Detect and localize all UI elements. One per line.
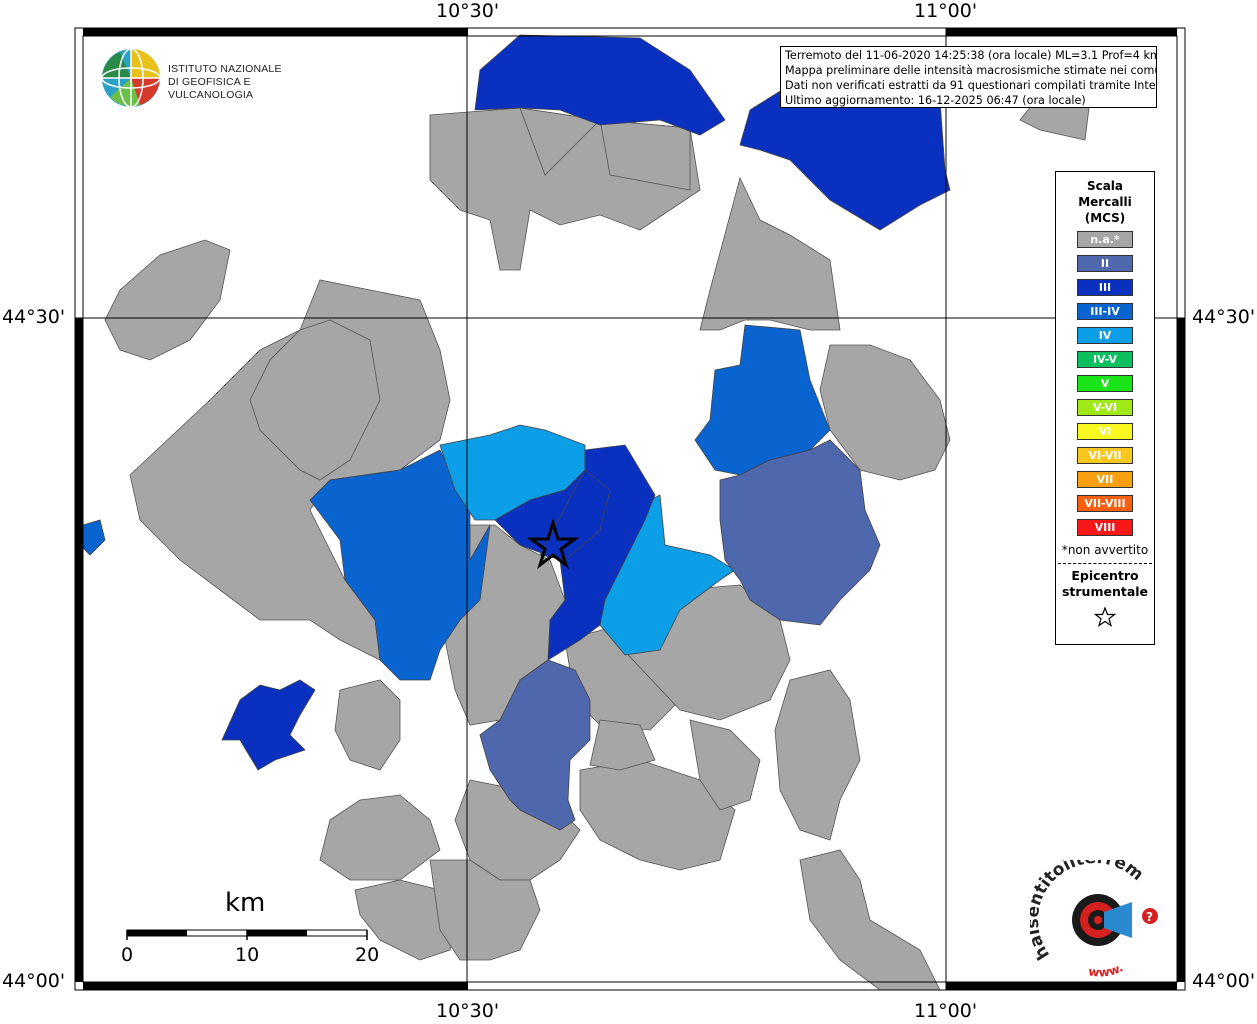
legend-epicenter-label: Epicentro strumentale (1061, 568, 1149, 599)
globe-icon (101, 48, 161, 108)
scale-tick-20: 20 (355, 944, 380, 966)
legend-note: *non avvertito (1061, 543, 1149, 557)
info-line3: Dati non verificati estratti da 91 quest… (785, 79, 1157, 92)
legend-item: IV (1077, 327, 1133, 344)
legend-item: II (1077, 255, 1133, 272)
legend-item: III (1077, 279, 1133, 296)
lat-label-left-bottom: 44°00' (2, 970, 66, 992)
svg-text:www.: www. (1088, 960, 1126, 979)
legend-item: VI (1077, 423, 1133, 440)
info-line2: Mappa preliminare delle intensità macros… (785, 64, 1157, 77)
hsit-logo: haisentitoilterremoto.it www. ? (1023, 845, 1170, 990)
legend-list: n.a.* II III III-IV IV IV-V V V-VI VI VI-VII VII VI… (1056, 231, 1154, 536)
municipalities-intensity-III (221, 34, 951, 771)
target-icon (1072, 894, 1132, 946)
legend-item: V (1077, 375, 1133, 392)
star-icon (1093, 606, 1117, 627)
brand-www: www. (1088, 960, 1126, 979)
logo-line2: DI GEOFISICA E VULCANOLOGIA (168, 76, 254, 101)
lat-label-right-bottom: 44°00' (1192, 970, 1256, 992)
legend-item: III-IV (1077, 303, 1133, 320)
legend-item: V-VI (1077, 399, 1133, 416)
lon-label-bottom-right: 11°00' (914, 1000, 978, 1022)
logo-line1: ISTITUTO NAZIONALE (168, 63, 282, 75)
info-line1: Terremoto del 11-06-2020 14:25:38 (ora l… (785, 49, 1157, 62)
scale-bar: km 0 10 20 (110, 888, 390, 968)
legend-item: IV-V (1077, 351, 1133, 368)
legend-item: VIII (1077, 519, 1133, 536)
graticule (75, 28, 1185, 990)
lat-label-left-top: 44°30' (2, 306, 66, 328)
legend-item: n.a.* (1077, 231, 1133, 248)
municipalities-intensity-II (479, 439, 881, 831)
lon-label-top-left: 10°30' (436, 0, 500, 22)
svg-text:?: ? (1146, 910, 1153, 924)
legend-separator (1058, 563, 1152, 564)
info-line4: Ultimo aggiornamento: 16-12-2025 06:47 (… (785, 94, 1086, 107)
map-frame (74, 27, 1186, 991)
scale-bar-graphic (126, 929, 368, 940)
legend-item: VI-VII (1077, 447, 1133, 464)
scale-tick-0: 0 (121, 944, 134, 966)
ingv-logo: ISTITUTO NAZIONALE DI GEOFISICA E VULCAN… (100, 47, 320, 111)
legend-item: VII (1077, 471, 1133, 488)
legend-item: VII-VIII (1077, 495, 1133, 512)
question-icon (1142, 908, 1158, 924)
epicenter-star-marker (526, 517, 580, 570)
event-info-box: Terremoto del 11-06-2020 14:25:38 (ora l… (780, 46, 1157, 108)
legend-title: Scala Mercalli (MCS) (1078, 179, 1132, 225)
scale-unit: km (225, 888, 266, 918)
municipalities-intensity-III-IV (82, 324, 831, 681)
municipalities-not-available (104, 94, 1091, 991)
mcs-legend: Scala Mercalli (MCS) n.a.* II III III-IV IV I… (1055, 171, 1155, 645)
lon-label-bottom-left: 10°30' (436, 1000, 500, 1022)
scale-tick-10: 10 (235, 944, 260, 966)
lon-label-top-right: 11°00' (914, 0, 978, 22)
lat-label-right-top: 44°30' (1192, 306, 1256, 328)
